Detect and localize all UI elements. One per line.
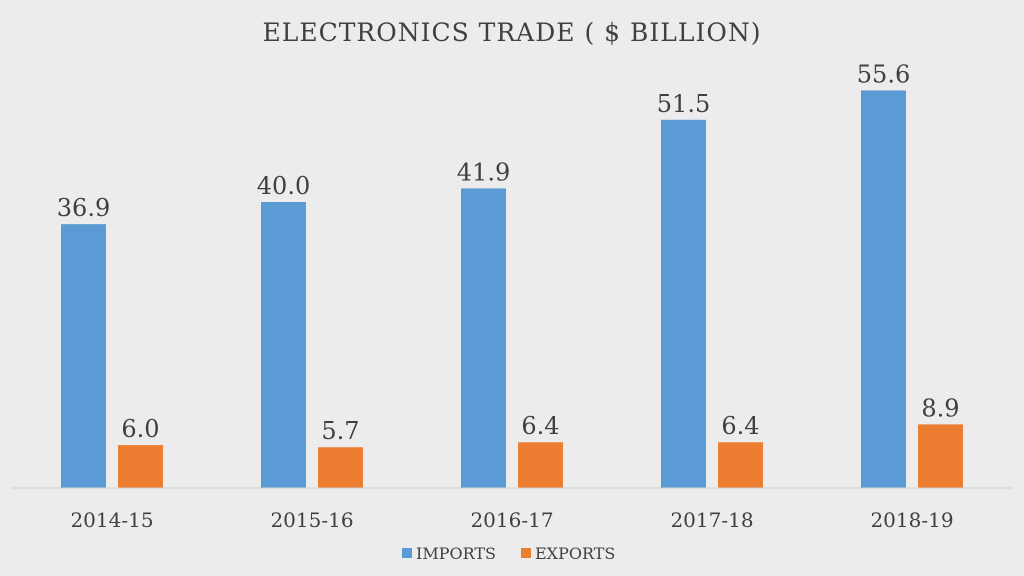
bar-imports-2016-17 [461, 188, 506, 489]
x-tick-label-2015-16: 2015-16 [270, 508, 353, 532]
data-label-imports-2016-17: 41.9 [457, 158, 510, 186]
legend-swatch-exports [521, 548, 531, 558]
data-label-imports-2017-18: 51.5 [657, 90, 710, 118]
bar-imports-2014-15 [61, 224, 106, 489]
data-label-imports-2014-15: 36.9 [57, 194, 110, 222]
data-label-exports-2015-16: 5.7 [321, 417, 359, 445]
legend-swatch-imports [402, 548, 412, 558]
data-label-imports-2018-19: 55.6 [857, 60, 910, 88]
bar-imports-2018-19 [861, 90, 906, 489]
x-tick-label-2018-19: 2018-19 [870, 508, 953, 532]
bar-exports-2014-15 [118, 445, 163, 488]
data-label-exports-2014-15: 6.0 [121, 415, 159, 443]
x-tick-label-2017-18: 2017-18 [670, 508, 753, 532]
chart-title: ELECTRONICS TRADE ( $ BILLION) [263, 18, 762, 47]
bar-exports-2016-17 [518, 442, 563, 488]
bar-imports-2017-18 [661, 119, 706, 489]
data-label-exports-2016-17: 6.4 [521, 412, 559, 440]
bar-exports-2018-19 [918, 424, 963, 488]
data-label-exports-2018-19: 8.9 [921, 394, 959, 422]
legend-label-imports: IMPORTS [416, 544, 496, 563]
x-tick-label-2016-17: 2016-17 [470, 508, 553, 532]
bar-exports-2017-18 [718, 442, 763, 488]
legend: IMPORTS EXPORTS [402, 544, 615, 563]
x-tick-label-2014-15: 2014-15 [70, 508, 153, 532]
legend-label-exports: EXPORTS [535, 544, 615, 563]
data-label-exports-2017-18: 6.4 [721, 412, 759, 440]
data-label-imports-2015-16: 40.0 [257, 172, 310, 200]
plot-area: 36.9 6.0 40.0 5.7 41.9 6.4 51.5 6.4 55.6 8.9 [57, 60, 963, 489]
bar-imports-2015-16 [261, 202, 306, 488]
x-tick-labels: 2014-15 2015-16 2016-17 2017-18 2018-19 [70, 508, 953, 532]
bar-exports-2015-16 [318, 447, 363, 488]
